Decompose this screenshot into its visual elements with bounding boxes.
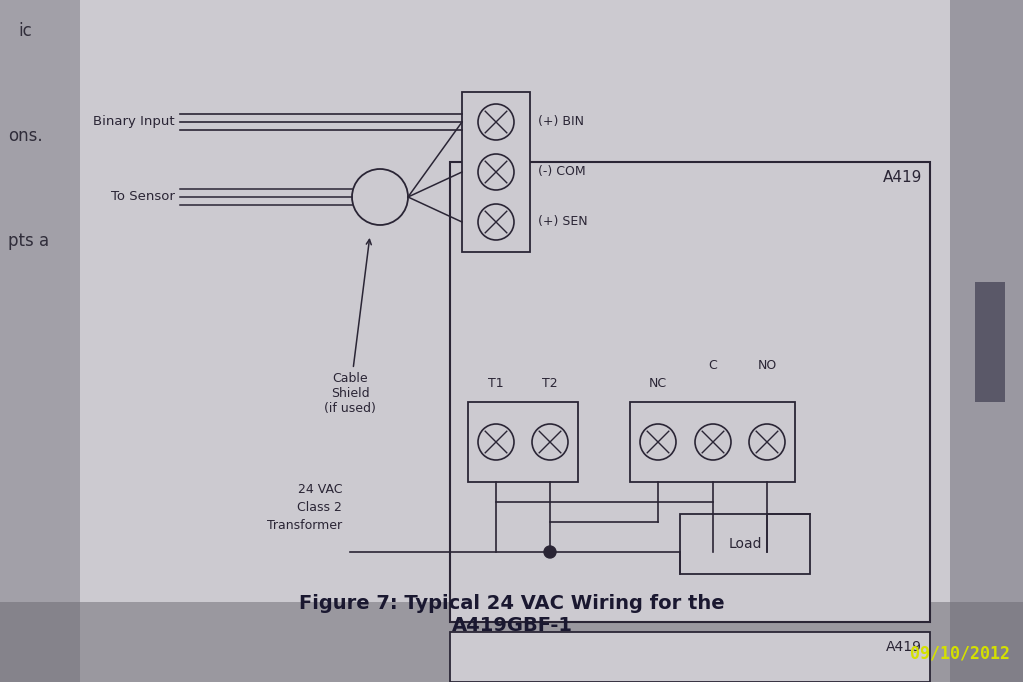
Circle shape (544, 546, 555, 558)
Text: C: C (709, 359, 717, 372)
Circle shape (478, 204, 514, 240)
Circle shape (478, 154, 514, 190)
Text: 09/10/2012: 09/10/2012 (910, 644, 1010, 662)
Text: ic: ic (18, 22, 32, 40)
Bar (0, 602, 1023, 682)
Text: Cable
Shield
(if used): Cable Shield (if used) (324, 239, 375, 415)
Text: (+) SEN: (+) SEN (538, 216, 587, 228)
Bar (0, 0, 80, 682)
Bar (680, 514, 810, 574)
Circle shape (478, 104, 514, 140)
Text: NC: NC (649, 377, 667, 390)
Circle shape (478, 424, 514, 460)
Bar (450, 632, 930, 682)
Text: Binary Input: Binary Input (93, 115, 175, 128)
Bar (630, 402, 795, 482)
Text: NO: NO (757, 359, 776, 372)
Bar (468, 402, 578, 482)
Text: (+) BIN: (+) BIN (538, 115, 584, 128)
Text: A419: A419 (886, 640, 922, 654)
Text: pts a: pts a (8, 232, 49, 250)
Text: 24 VAC
Class 2
Transformer: 24 VAC Class 2 Transformer (267, 483, 342, 532)
Text: To Sensor: To Sensor (112, 190, 175, 203)
Bar (950, 0, 1023, 682)
Text: Figure 7: Typical 24 VAC Wiring for the
A419GBF-1: Figure 7: Typical 24 VAC Wiring for the … (299, 594, 725, 635)
Text: T2: T2 (542, 377, 558, 390)
Text: A419: A419 (883, 170, 922, 185)
Text: ons.: ons. (8, 127, 43, 145)
Circle shape (640, 424, 676, 460)
Text: (-) COM: (-) COM (538, 166, 585, 179)
Text: T1: T1 (488, 377, 503, 390)
Circle shape (749, 424, 785, 460)
Text: Load: Load (728, 537, 762, 551)
Circle shape (532, 424, 568, 460)
Bar (450, 162, 930, 622)
Circle shape (695, 424, 731, 460)
Bar (975, 282, 1005, 402)
Bar (462, 92, 530, 252)
